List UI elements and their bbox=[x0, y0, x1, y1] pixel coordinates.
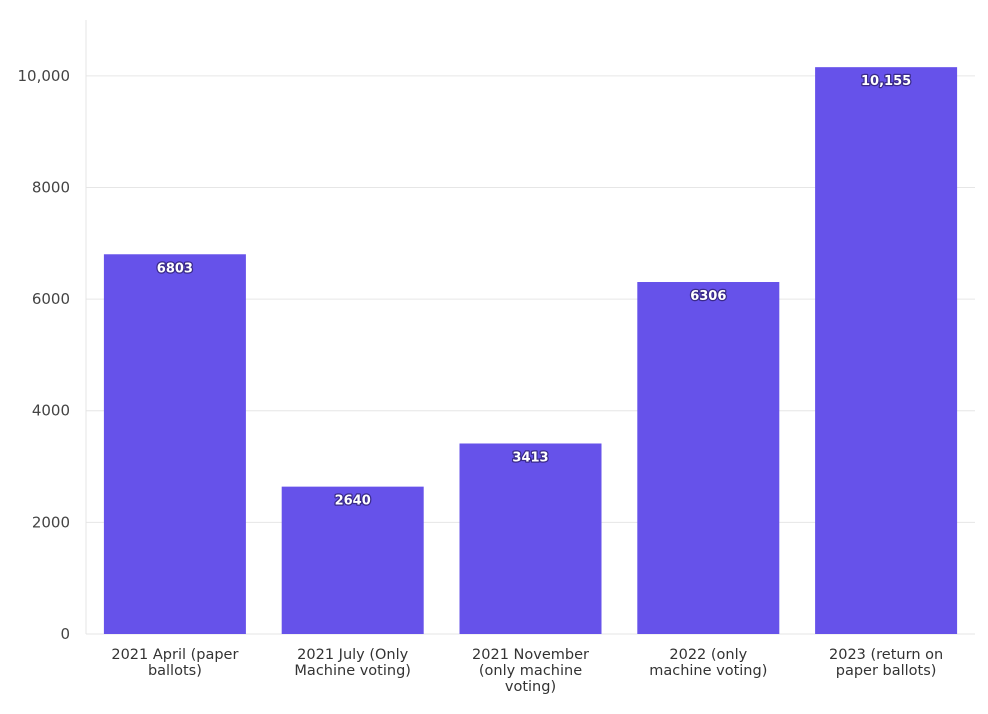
x-axis: 2021 April (paper ballots) 2021 July (Only… bbox=[111, 647, 943, 695]
bar bbox=[815, 67, 958, 634]
bar bbox=[637, 282, 780, 634]
x-tick-label-line: 2021 November bbox=[472, 647, 589, 663]
x-tick-label-line: 2022 (only bbox=[669, 647, 747, 663]
x-tick-label: 2021 April (paper ballots) bbox=[111, 647, 238, 679]
x-tick-label-line: 2021 April (paper bbox=[111, 647, 238, 663]
x-tick-label-line: (only machine bbox=[479, 663, 582, 679]
data-label: 6803 bbox=[157, 261, 193, 276]
bar bbox=[459, 443, 602, 634]
x-tick-label-line: ballots) bbox=[148, 663, 202, 679]
y-tick-label: 4000 bbox=[32, 402, 70, 420]
x-tick-label-line: 2021 July (Only bbox=[297, 647, 408, 663]
bar bbox=[103, 254, 246, 634]
y-tick-label: 10,000 bbox=[18, 67, 71, 85]
bar bbox=[281, 486, 424, 634]
x-tick-label-line: 2023 (return on bbox=[829, 647, 943, 663]
x-tick-label-line: voting) bbox=[505, 679, 556, 695]
bars bbox=[103, 67, 958, 634]
data-label: 6306 bbox=[690, 289, 726, 304]
data-label: 2640 bbox=[335, 494, 371, 509]
y-tick-label: 8000 bbox=[32, 178, 70, 196]
y-axis: 0 2000 4000 6000 8000 10,000 bbox=[18, 67, 71, 643]
x-tick-label-line: Machine voting) bbox=[294, 663, 411, 679]
data-label: 3413 bbox=[512, 450, 548, 465]
y-tick-label: 6000 bbox=[32, 290, 70, 308]
y-tick-label: 2000 bbox=[32, 513, 70, 531]
data-labels: 6803 2640 3413 6306 10,155 bbox=[156, 73, 913, 510]
x-tick-label-line: paper ballots) bbox=[836, 663, 937, 679]
x-tick-label: 2021 November (only machine voting) bbox=[472, 647, 589, 695]
x-tick-label: 2023 (return on paper ballots) bbox=[829, 647, 943, 679]
y-tick-label: 0 bbox=[60, 625, 70, 643]
x-tick-label-line: machine voting) bbox=[649, 663, 767, 679]
x-tick-label: 2022 (only machine voting) bbox=[649, 647, 767, 679]
data-label: 10,155 bbox=[861, 74, 911, 89]
x-tick-label: 2021 July (Only Machine voting) bbox=[294, 647, 411, 679]
